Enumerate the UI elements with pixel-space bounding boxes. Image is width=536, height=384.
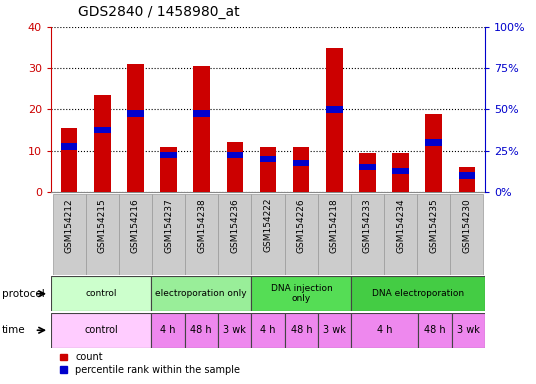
Bar (352, 276, 485, 311)
Text: GSM154218: GSM154218 (330, 198, 339, 253)
Bar (293, 160, 309, 166)
Text: DNA injection
only: DNA injection only (271, 284, 332, 303)
Bar (326, 106, 343, 113)
Text: GSM154216: GSM154216 (131, 198, 140, 253)
Text: control: control (85, 289, 117, 298)
Text: 3 wk: 3 wk (223, 325, 246, 335)
Bar (86, 194, 119, 275)
Bar (218, 313, 251, 348)
Text: GSM154222: GSM154222 (264, 198, 272, 252)
Bar (392, 168, 409, 174)
Bar (418, 313, 452, 348)
Text: 4 h: 4 h (160, 325, 176, 335)
Bar (160, 147, 177, 192)
Text: GSM154215: GSM154215 (98, 198, 107, 253)
Bar (61, 144, 77, 150)
Bar (417, 194, 450, 275)
Text: GDS2840 / 1458980_at: GDS2840 / 1458980_at (78, 5, 240, 19)
Bar (318, 313, 352, 348)
Bar (459, 167, 475, 192)
Text: 4 h: 4 h (260, 325, 276, 335)
Bar (127, 111, 144, 117)
Text: GSM154234: GSM154234 (396, 198, 405, 253)
Bar (152, 194, 185, 275)
Text: 48 h: 48 h (190, 325, 212, 335)
Bar (384, 194, 417, 275)
Bar (227, 142, 243, 192)
Bar (426, 139, 442, 146)
Bar (459, 172, 475, 179)
Bar (426, 114, 442, 192)
Bar (151, 276, 251, 311)
Text: GSM154230: GSM154230 (463, 198, 471, 253)
Text: GSM154238: GSM154238 (197, 198, 206, 253)
Bar (94, 95, 110, 192)
Bar (285, 194, 318, 275)
Bar (160, 152, 177, 158)
Bar (359, 153, 376, 192)
Bar (352, 313, 418, 348)
Bar (151, 313, 184, 348)
Bar (251, 194, 285, 275)
Bar (351, 194, 384, 275)
Bar (326, 48, 343, 192)
Bar (251, 313, 285, 348)
Bar (293, 147, 309, 192)
Text: GSM154226: GSM154226 (296, 198, 306, 253)
Bar (452, 313, 485, 348)
Text: 3 wk: 3 wk (323, 325, 346, 335)
Bar (392, 153, 409, 192)
Text: 3 wk: 3 wk (457, 325, 480, 335)
Text: control: control (84, 325, 118, 335)
Bar (61, 128, 77, 192)
Text: GSM154237: GSM154237 (164, 198, 173, 253)
Text: GSM154235: GSM154235 (429, 198, 438, 253)
Bar (260, 156, 276, 162)
Text: time: time (2, 325, 25, 335)
Bar (185, 194, 218, 275)
Bar (184, 313, 218, 348)
Bar (193, 111, 210, 117)
Bar (193, 66, 210, 192)
Bar (127, 64, 144, 192)
Bar (53, 194, 86, 275)
Bar (450, 194, 483, 275)
Bar (119, 194, 152, 275)
Legend: count, percentile rank within the sample: count, percentile rank within the sample (56, 348, 244, 379)
Bar (51, 276, 151, 311)
Bar (318, 194, 351, 275)
Bar (285, 313, 318, 348)
Text: GSM154236: GSM154236 (230, 198, 240, 253)
Bar (251, 276, 352, 311)
Bar (260, 147, 276, 192)
Bar (51, 313, 151, 348)
Text: 48 h: 48 h (424, 325, 446, 335)
Bar (359, 164, 376, 170)
Text: protocol: protocol (2, 289, 44, 299)
Bar (218, 194, 251, 275)
Bar (94, 127, 110, 133)
Text: 4 h: 4 h (377, 325, 393, 335)
Text: GSM154212: GSM154212 (65, 198, 73, 253)
Text: GSM154233: GSM154233 (363, 198, 372, 253)
Text: electroporation only: electroporation only (155, 289, 247, 298)
Text: 48 h: 48 h (291, 325, 312, 335)
Bar (227, 152, 243, 158)
Text: DNA electroporation: DNA electroporation (372, 289, 464, 298)
